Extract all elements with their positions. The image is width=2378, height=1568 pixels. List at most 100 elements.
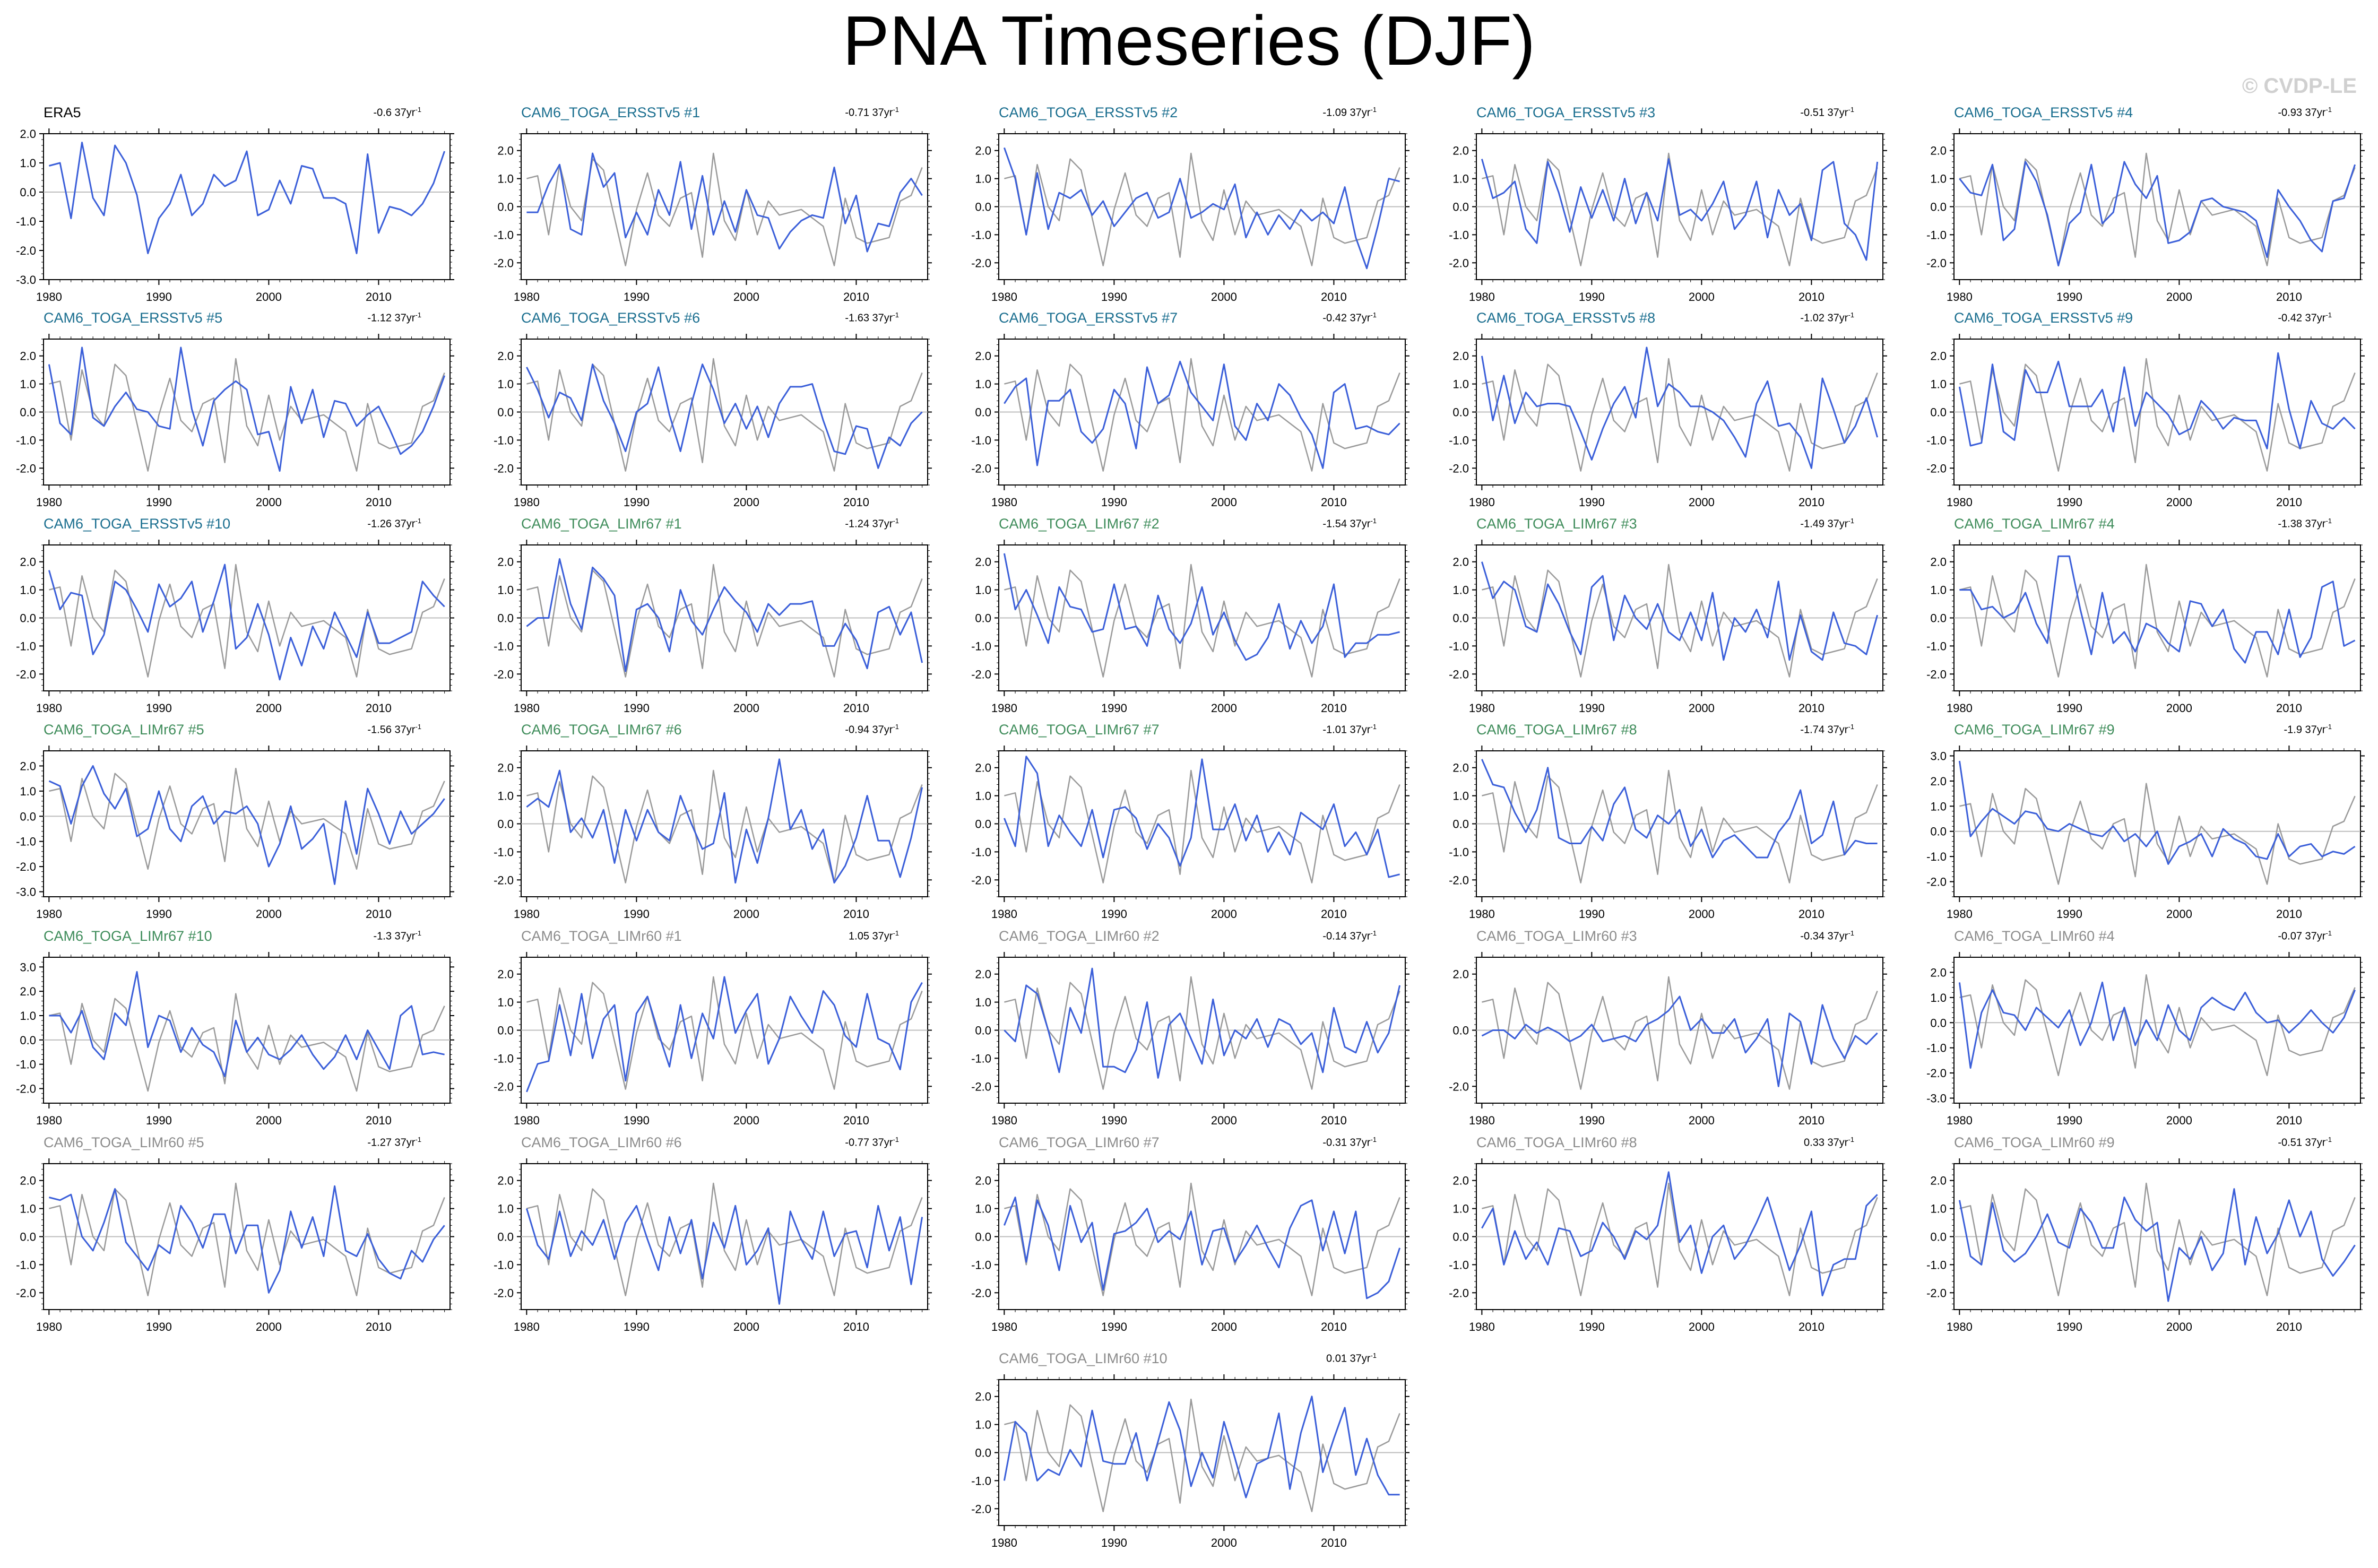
panel-title: CAM6_TOGA_LIMr67 #8 <box>1476 722 1637 738</box>
x-tick-label: 1990 <box>146 701 172 715</box>
reference-series-line <box>1482 976 1878 1090</box>
panel-title: CAM6_TOGA_LIMr67 #7 <box>999 722 1160 738</box>
y-tick-label: 0.0 <box>1452 1024 1469 1037</box>
pna-series-line <box>48 346 446 472</box>
chart-panel: CAM6_TOGA_LIMr67 #9 -1.9 37yr-1 3.0 2.0 1.0 0… <box>1910 716 2365 921</box>
y-tick-label: 0.0 <box>20 186 36 199</box>
chart-panel: CAM6_TOGA_LIMr67 #10 -1.3 37yr-1 3.0 2.0 1.0… <box>0 923 454 1127</box>
panel-trend-label: -0.6 37yr-1 <box>373 106 422 119</box>
x-tick-label: 1990 <box>146 496 172 509</box>
x-tick-label: 1990 <box>146 907 172 921</box>
x-tick-label: 1990 <box>1579 907 1605 921</box>
x-tick-label: 1980 <box>1469 701 1495 715</box>
chart-panel: CAM6_TOGA_ERSSTv5 #6 -1.63 37yr-1 2.0 1.0 0.… <box>478 305 932 509</box>
y-tick-label: 1.0 <box>975 584 991 597</box>
y-tick-label: 2.0 <box>1930 966 1947 979</box>
x-tick-label: 1980 <box>514 1320 540 1333</box>
y-tick-label: 2.0 <box>497 556 514 569</box>
panel-title: CAM6_TOGA_LIMr60 #8 <box>1476 1134 1637 1150</box>
x-tick-label: 1980 <box>514 496 540 509</box>
y-tick-label: -1.0 <box>1926 1042 1947 1055</box>
panel-title: CAM6_TOGA_ERSSTv5 #7 <box>999 310 1178 326</box>
reference-series-line <box>1959 783 2356 885</box>
panel-title: CAM6_TOGA_LIMr60 #6 <box>521 1134 682 1150</box>
panel-title: CAM6_TOGA_ERSSTv5 #10 <box>44 516 231 532</box>
y-tick-label: -1.0 <box>971 845 991 859</box>
panel-plot: 2.0 1.0 0.0 -1.0 -2.0 1980 1990 2000 2010 <box>494 540 932 715</box>
panel-plot: 2.0 1.0 0.0 -1.0 -2.0 1980 1990 2000 2010 <box>494 334 932 509</box>
panel-title: CAM6_TOGA_LIMr67 #4 <box>1954 516 2115 532</box>
panel-trend-label: -1.02 37yr-1 <box>1800 311 1854 324</box>
chart-panel: CAM6_TOGA_ERSSTv5 #7 -0.42 37yr-1 2.0 1.0 0.… <box>955 305 1409 509</box>
y-tick-label: 2.0 <box>20 127 36 141</box>
x-tick-label: 1990 <box>2056 496 2082 509</box>
x-tick-label: 2000 <box>2166 1114 2192 1127</box>
panel-trend-label: -1.56 37yr-1 <box>367 723 421 736</box>
x-tick-label: 2000 <box>256 1114 282 1127</box>
y-tick-label: -3.0 <box>1926 1092 1947 1105</box>
x-tick-label: 2000 <box>1211 907 1237 921</box>
panel-trend-label: -0.94 37yr-1 <box>845 723 899 736</box>
y-tick-label: -2.0 <box>16 668 36 681</box>
y-tick-label: 0.0 <box>1452 612 1469 625</box>
y-tick-label: -2.0 <box>971 256 991 270</box>
panel-plot: 2.0 1.0 0.0 -1.0 -2.0 1980 1990 2000 2010 <box>16 1158 454 1333</box>
x-tick-label: 2010 <box>1798 907 1824 921</box>
panel-title: CAM6_TOGA_ERSSTv5 #8 <box>1476 310 1656 326</box>
y-tick-label: -1.0 <box>971 1052 991 1065</box>
y-tick-label: -1.0 <box>494 434 514 447</box>
x-tick-label: 1980 <box>36 701 62 715</box>
y-tick-label: -2.0 <box>971 1286 991 1300</box>
panel-title: CAM6_TOGA_LIMr67 #10 <box>44 928 212 944</box>
panel-trend-label: -0.14 37yr-1 <box>1322 929 1377 942</box>
panel-plot: 2.0 1.0 0.0 -1.0 -2.0 1980 1990 2000 2010 <box>494 746 932 921</box>
reference-series-line <box>1482 769 1878 883</box>
x-tick-label: 2000 <box>733 701 759 715</box>
panel-title: ERA5 <box>44 105 81 120</box>
x-tick-label: 1990 <box>146 1320 172 1333</box>
panel-title: CAM6_TOGA_ERSSTv5 #9 <box>1954 310 2133 326</box>
x-tick-label: 2010 <box>1321 701 1347 715</box>
y-tick-label: 0.0 <box>975 1446 991 1460</box>
y-tick-label: 2.0 <box>497 968 514 981</box>
y-tick-label: 2.0 <box>497 1174 514 1188</box>
x-tick-label: 2010 <box>1321 1536 1347 1549</box>
pna-series-line <box>49 971 445 1078</box>
x-tick-label: 2000 <box>1211 1114 1237 1127</box>
panel-title: CAM6_TOGA_ERSSTv5 #1 <box>521 105 701 120</box>
y-tick-label: -1.0 <box>1926 434 1947 447</box>
reference-series-line <box>49 358 445 472</box>
y-tick-label: 1.0 <box>975 996 991 1009</box>
panel-title: CAM6_TOGA_LIMr60 #4 <box>1954 928 2115 944</box>
reference-series-line <box>1004 564 1400 678</box>
y-tick-label: 1.0 <box>975 172 991 186</box>
x-tick-label: 2000 <box>1689 1114 1715 1127</box>
pna-series-line <box>1958 981 2356 1069</box>
x-tick-label: 1980 <box>991 496 1017 509</box>
chart-panel: CAM6_TOGA_LIMr60 #9 -0.51 37yr-1 2.0 1.0 0.0… <box>1910 1129 2365 1333</box>
x-tick-label: 2010 <box>1321 290 1347 304</box>
panel-plot: 2.0 1.0 0.0 -1.0 -2.0 1980 1990 2000 2010 <box>1926 540 2365 715</box>
panel-trend-label: -0.71 37yr-1 <box>845 106 899 119</box>
y-tick-label: -1.0 <box>971 228 991 241</box>
panel-trend-label: -1.9 37yr-1 <box>2284 723 2332 736</box>
y-tick-label: 0.0 <box>975 406 991 419</box>
panel-plot: 2.0 1.0 0.0 -1.0 -2.0 1980 1990 2000 2010 <box>494 952 932 1127</box>
reference-series-line <box>526 769 923 883</box>
y-tick-label: -2.0 <box>971 1080 991 1093</box>
x-tick-label: 1980 <box>1469 1114 1495 1127</box>
y-tick-label: 2.0 <box>975 1390 991 1404</box>
y-tick-label: 1.0 <box>20 584 36 597</box>
x-tick-label: 2010 <box>1321 1320 1347 1333</box>
x-tick-label: 1980 <box>36 907 62 921</box>
pna-series-line <box>48 564 445 681</box>
pna-series-line <box>526 363 923 469</box>
chart-panel: CAM6_TOGA_ERSSTv5 #5 -1.12 37yr-1 2.0 1.0 0.… <box>0 305 454 509</box>
panel-plot: 2.0 1.0 0.0 -1.0 -2.0 1980 1990 2000 2010 <box>1449 128 1887 304</box>
y-tick-label: 3.0 <box>1930 749 1947 763</box>
y-tick-label: 1.0 <box>20 1202 36 1216</box>
y-tick-label: -1.0 <box>1926 639 1947 653</box>
panel-trend-label: -1.24 37yr-1 <box>845 517 899 530</box>
x-tick-label: 1990 <box>1579 701 1605 715</box>
x-tick-label: 1980 <box>1469 907 1495 921</box>
